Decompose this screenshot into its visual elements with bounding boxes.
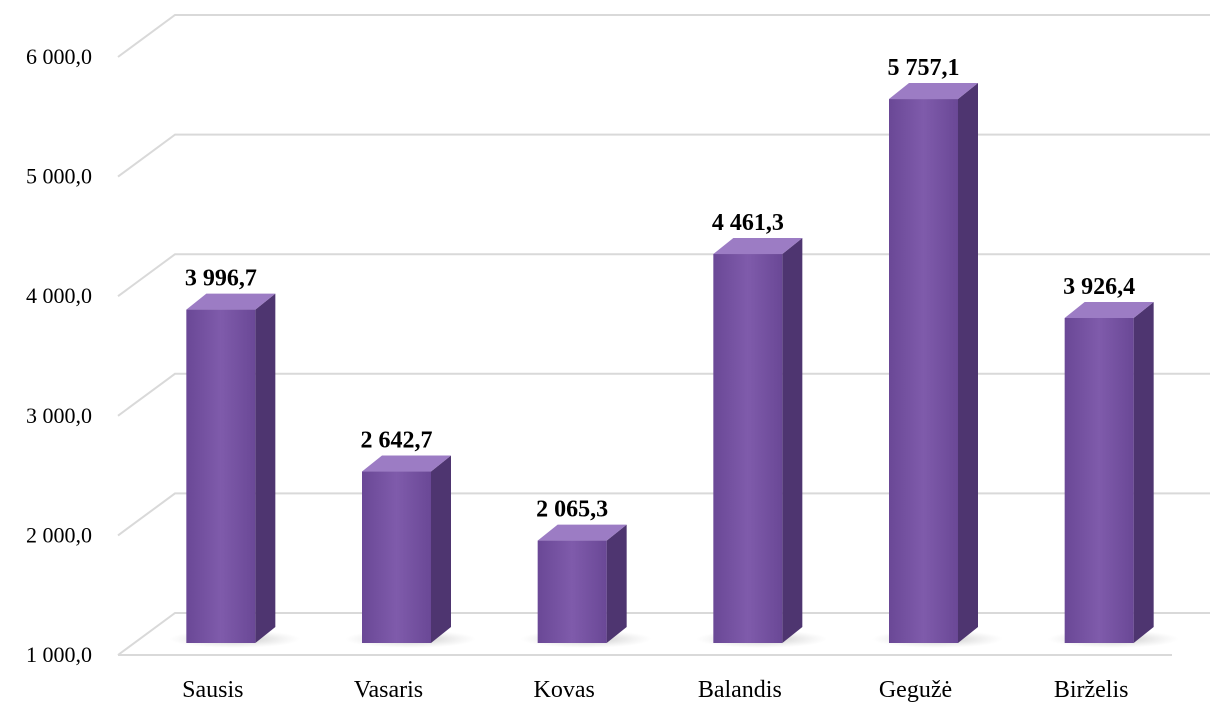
grid-line xyxy=(117,253,1210,298)
data-label: 3 926,4 xyxy=(1063,274,1135,300)
bar-side xyxy=(606,524,627,643)
bar-top xyxy=(362,455,451,472)
bar-front xyxy=(362,471,431,643)
grid-line xyxy=(117,133,1210,178)
data-label: 5 757,1 xyxy=(888,55,960,81)
bar-top xyxy=(713,238,803,255)
grid-line xyxy=(117,372,1210,417)
bar-front xyxy=(1064,318,1134,643)
data-label: 2 065,3 xyxy=(536,497,608,523)
y-tick-label: 5 000,0 xyxy=(26,164,92,189)
bars: 3 996,7 2 642,7 2 065,3 4 461,3 5 757,1 3 926… xyxy=(169,55,1179,648)
bar-top xyxy=(186,293,276,310)
bar-side xyxy=(1133,302,1154,643)
bar xyxy=(344,455,477,648)
bar-side xyxy=(958,83,978,643)
data-label: 4 461,3 xyxy=(712,210,784,236)
bar xyxy=(1047,302,1179,648)
grid-lines xyxy=(117,14,1210,656)
y-tick-label: 4 000,0 xyxy=(26,283,92,308)
grid-line xyxy=(117,14,1210,58)
bar-front xyxy=(889,99,958,643)
grid-line xyxy=(117,612,1210,656)
y-tick-label: 3 000,0 xyxy=(26,403,92,428)
bar-top xyxy=(537,524,627,541)
bar-front xyxy=(537,540,607,643)
bar xyxy=(520,524,652,648)
x-tick-label: Vasaris xyxy=(354,677,423,703)
grid-line xyxy=(117,492,1210,537)
y-tick-label: 2 000,0 xyxy=(26,522,92,547)
bar-side xyxy=(782,238,803,644)
x-tick-label: Sausis xyxy=(182,677,243,703)
bar-side xyxy=(431,455,451,643)
bar xyxy=(871,83,1004,648)
y-axis-ticks: 1 000,0 2 000,0 3 000,0 4 000,0 5 000,0 6 000… xyxy=(26,44,92,667)
y-tick-label: 6 000,0 xyxy=(26,44,92,69)
y-tick-label: 1 000,0 xyxy=(26,642,92,667)
x-axis-labels: Sausis Vasaris Kovas Balandis Gegužė Birželis xyxy=(182,677,1128,703)
x-tick-label: Gegužė xyxy=(879,677,952,703)
x-tick-label: Kovas xyxy=(534,677,595,703)
x-tick-label: Balandis xyxy=(698,677,782,703)
data-label: 2 642,7 xyxy=(361,428,433,454)
bar-top xyxy=(889,83,978,100)
bar-top xyxy=(1064,302,1154,319)
bar xyxy=(169,293,301,648)
x-tick-label: Birželis xyxy=(1054,677,1129,703)
data-label: 3 996,7 xyxy=(185,266,257,292)
bar xyxy=(696,238,828,648)
bar-side xyxy=(255,293,276,643)
bar-front xyxy=(713,254,783,644)
bar-front xyxy=(186,309,256,643)
